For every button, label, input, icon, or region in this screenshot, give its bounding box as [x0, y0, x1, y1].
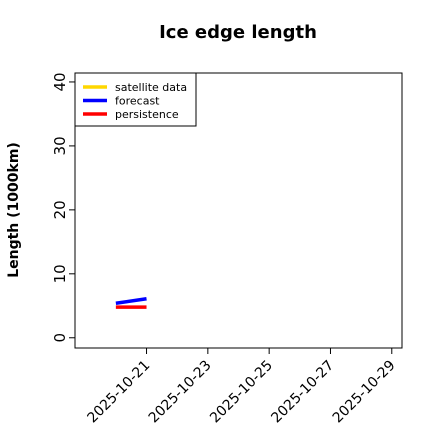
series-line [115, 297, 147, 305]
x-tick-label: 2025-10-21 [85, 358, 154, 427]
legend-label: satellite data [115, 81, 187, 94]
y-tick-label: 0 [51, 333, 69, 343]
x-tick-label: 2025-10-25 [207, 358, 276, 427]
legend-label: forecast [115, 95, 160, 108]
x-tick-label: 2025-10-29 [330, 358, 399, 427]
y-tick-label: 20 [51, 200, 69, 219]
chart-title: Ice edge length [159, 22, 317, 43]
plot-frame [74, 72, 403, 349]
y-tick-label: 30 [51, 136, 69, 155]
y-axis-label: Length (1000km) [6, 142, 22, 278]
y-tick-label: 40 [51, 72, 69, 91]
legend-label: persistence [115, 108, 179, 121]
y-tick-label: 10 [51, 264, 69, 283]
x-tick-label: 2025-10-27 [268, 358, 337, 427]
x-tick-label: 2025-10-23 [146, 358, 215, 427]
